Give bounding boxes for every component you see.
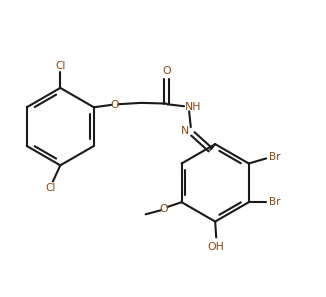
Text: O: O bbox=[111, 99, 119, 110]
Text: O: O bbox=[162, 66, 170, 76]
Text: Cl: Cl bbox=[46, 183, 56, 193]
Text: NH: NH bbox=[185, 102, 201, 112]
Text: Br: Br bbox=[269, 152, 281, 162]
Text: O: O bbox=[160, 204, 169, 214]
Text: OH: OH bbox=[208, 242, 225, 252]
Text: Cl: Cl bbox=[55, 61, 66, 71]
Text: N: N bbox=[181, 126, 189, 136]
Text: Br: Br bbox=[269, 197, 281, 207]
